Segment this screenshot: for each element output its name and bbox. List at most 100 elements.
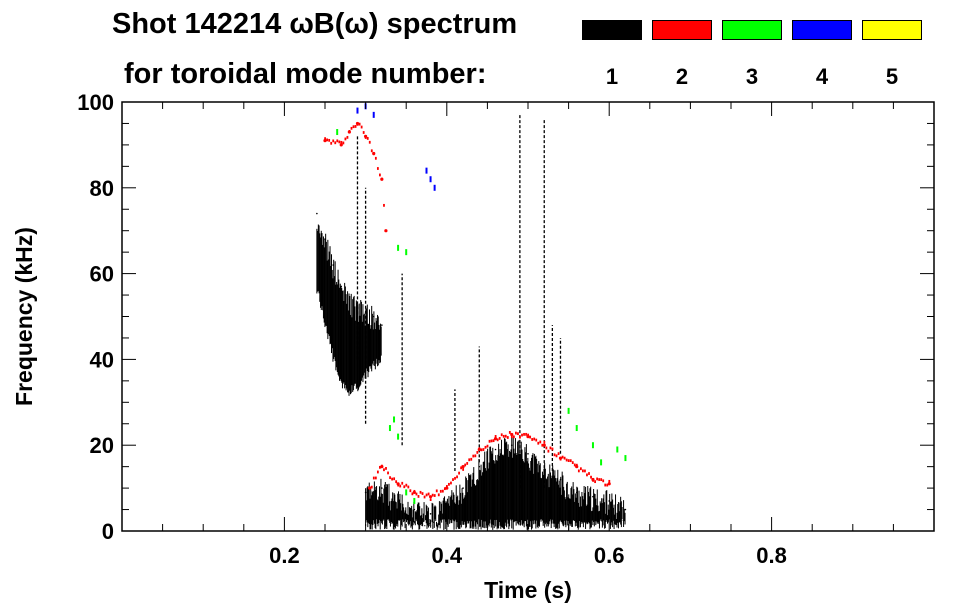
trace-mark (478, 447, 481, 451)
trace-mark (490, 439, 493, 443)
x-tick-label: 0.2 (269, 543, 300, 568)
trace-mark (383, 468, 385, 472)
band-point (340, 285, 343, 288)
trace-mark (332, 139, 335, 143)
trace-mark (448, 482, 450, 486)
fragment-mark (336, 129, 339, 136)
trace-mark (553, 453, 556, 457)
trace-mark (492, 439, 495, 443)
trace-mark (567, 459, 570, 463)
legend-swatch-mode-5 (862, 20, 922, 40)
trace-mark (328, 138, 331, 142)
trace-mark (529, 435, 532, 439)
series-5 (336, 129, 627, 504)
trace-mark (575, 463, 578, 467)
trace-mark (573, 463, 576, 467)
trace-mark (425, 493, 428, 497)
trace-mark (512, 435, 515, 439)
trace-mark (506, 436, 509, 439)
trace-mark (381, 464, 383, 468)
trace-mark (346, 135, 349, 139)
trace-mark (366, 137, 369, 140)
trace-mark (586, 473, 588, 477)
y-tick-label: 80 (90, 176, 114, 201)
band-point (332, 264, 334, 266)
trace-mark (342, 141, 345, 145)
band-point (429, 513, 432, 515)
trace-mark (387, 471, 389, 475)
trace-mark (372, 476, 375, 480)
trace-point (428, 495, 433, 499)
trace-mark (381, 177, 383, 181)
y-tick-label: 60 (90, 262, 114, 287)
trace-mark (330, 141, 333, 145)
band-point (478, 465, 481, 468)
trace-mark (413, 489, 416, 493)
series-1 (316, 212, 383, 396)
trace-mark (582, 469, 584, 473)
trace-mark (391, 477, 393, 481)
trace-mark (372, 152, 375, 156)
fragment-mark (393, 416, 396, 423)
trace-mark (407, 485, 410, 489)
data-layer (316, 103, 627, 530)
trace-mark (549, 446, 552, 450)
trace-mark (443, 487, 446, 491)
trace-mark (439, 489, 442, 493)
y-tick-label: 0 (102, 519, 114, 544)
band-point (372, 315, 375, 318)
band-point (559, 478, 562, 481)
trace-mark (358, 122, 361, 126)
trace-mark (519, 435, 521, 439)
fragment-mark (600, 459, 603, 466)
fragment-mark (567, 407, 570, 414)
trace-mark (500, 433, 503, 437)
trace-mark (504, 434, 507, 438)
legend-swatch-mode-4 (792, 20, 852, 40)
trace-mark (454, 476, 456, 480)
trace-mark (547, 449, 550, 453)
band-point (413, 508, 416, 511)
trace-mark (395, 480, 398, 484)
band-point (592, 495, 594, 498)
fragment-mark (591, 442, 594, 449)
trace-mark (417, 495, 420, 498)
trace-mark (370, 485, 373, 489)
fragment-mark (616, 446, 619, 453)
chart-title-line1: Shot 142214 ωB(ω) spectrum (112, 8, 518, 40)
trace-mark (435, 489, 438, 493)
x-tick-label: 0.8 (756, 543, 787, 568)
band-point (608, 500, 610, 502)
trace-mark (364, 136, 367, 139)
trace-mark (379, 465, 381, 469)
band-point (510, 444, 513, 447)
trace-mark (565, 458, 568, 462)
series-0 (364, 435, 627, 530)
trace-mark (486, 444, 489, 448)
trace-point (461, 465, 465, 469)
trace-mark (452, 478, 454, 482)
trace-mark (433, 494, 436, 497)
trace-mark (409, 489, 412, 493)
trace-mark (535, 438, 538, 442)
trace-mark (411, 492, 414, 496)
trace-mark (472, 454, 475, 458)
trace-mark (521, 433, 523, 437)
fragment-mark (405, 249, 408, 256)
trace-mark (441, 489, 444, 493)
trace-mark (393, 477, 396, 481)
trace-point (384, 229, 388, 233)
trace-mark (537, 441, 540, 445)
trace-mark (374, 476, 377, 480)
trace-mark (421, 492, 424, 495)
trace-mark (470, 457, 473, 461)
trace-mark (557, 452, 560, 456)
trace-mark (324, 137, 326, 141)
trace-mark (525, 432, 527, 436)
trace-mark (579, 467, 582, 471)
trace-mark (326, 138, 329, 142)
fragment-mark (433, 184, 436, 191)
trace-point (493, 437, 498, 441)
trace-mark (515, 431, 517, 435)
trace-mark (482, 448, 485, 451)
